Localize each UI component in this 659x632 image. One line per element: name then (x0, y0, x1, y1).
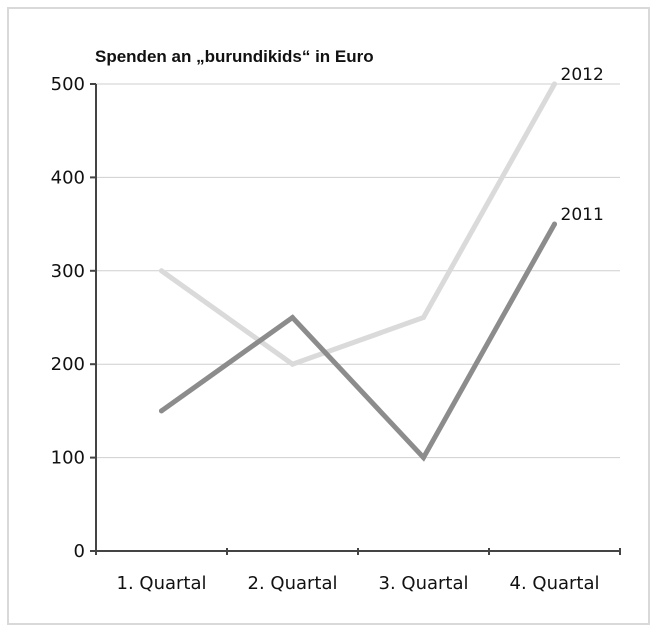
gridlines (96, 83, 620, 459)
x-tick-label-1: 1. Quartal (117, 573, 207, 594)
chart-frame (7, 7, 650, 625)
y-tick-label-100: 100 (51, 448, 85, 469)
y-tick-label-300: 300 (51, 261, 85, 282)
x-tick-label-4: 4. Quartal (510, 573, 600, 594)
x-axis-ticks: 1. Quartal 2. Quartal 3. Quartal 4. Quartal (95, 548, 621, 594)
data-point-2011-2 (290, 315, 295, 320)
data-point-2011-3 (421, 455, 426, 461)
data-point-2011-4 (552, 221, 557, 227)
data-point-2012-4 (552, 81, 557, 87)
data-point-2012-3 (421, 315, 426, 320)
chart-title: Spenden an „burundikids“ in Euro (95, 47, 374, 66)
data-point-2012-2 (290, 361, 295, 367)
series-line-2011 (159, 221, 557, 462)
x-tick-label-2: 2. Quartal (248, 573, 338, 594)
data-point-2012-1 (159, 268, 164, 274)
y-tick-label-500: 500 (51, 74, 85, 95)
series-lines (159, 81, 557, 462)
x-tick-label-3: 3. Quartal (379, 573, 469, 594)
series-labels: 2012 2011 (561, 65, 604, 225)
series-label-2012: 2012 (561, 65, 604, 85)
axes (95, 84, 620, 552)
series-line-2012 (159, 81, 557, 367)
y-tick-label-0: 0 (74, 541, 85, 562)
series-label-2011: 2011 (561, 205, 604, 225)
y-axis-ticks: 0 100 200 300 400 500 (51, 74, 96, 562)
data-point-2011-1 (159, 408, 164, 414)
y-tick-label-400: 400 (51, 167, 85, 188)
y-tick-label-200: 200 (51, 354, 85, 375)
